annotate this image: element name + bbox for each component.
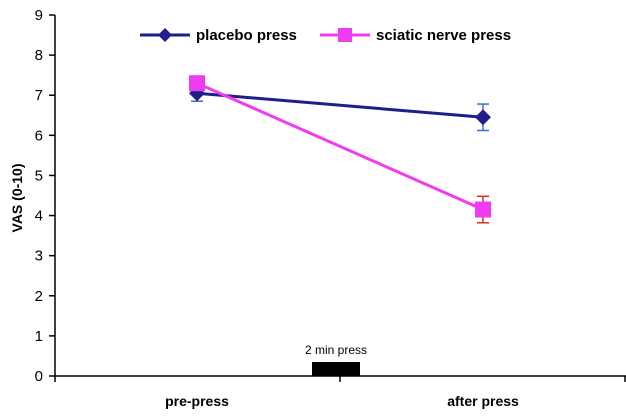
y-tick-label: 8	[35, 47, 43, 64]
x-category-label: pre-press	[165, 393, 229, 409]
series-line	[196, 91, 484, 119]
press-duration-bar	[312, 362, 360, 376]
annotation: 2 min press	[305, 343, 367, 376]
y-tick-label: 0	[35, 368, 43, 385]
y-tick-label: 2	[35, 288, 43, 305]
series-1	[189, 75, 491, 224]
y-tick-label: 6	[35, 127, 43, 144]
series-group	[189, 75, 491, 224]
legend-label: sciatic nerve press	[376, 27, 511, 44]
y-tick-label: 4	[35, 208, 43, 225]
y-tick-label: 9	[35, 7, 43, 24]
y-axis-label: VAS (0-10)	[9, 164, 25, 233]
legend-label: placebo press	[196, 27, 297, 44]
legend-marker-diamond	[158, 28, 172, 42]
y-tick-label: 7	[35, 87, 43, 104]
legend-marker-square	[338, 28, 352, 42]
press-duration-label: 2 min press	[305, 343, 367, 357]
y-tick-label: 5	[35, 167, 43, 184]
series-line	[196, 81, 484, 211]
series-0	[189, 84, 491, 132]
data-point-square	[189, 75, 205, 92]
y-tick-label: 1	[35, 328, 43, 345]
y-ticks: 0 1 2 3 4 5 6 7 8 9	[35, 7, 56, 385]
y-tick-label: 3	[35, 248, 43, 265]
legend-item-0: placebo press	[140, 27, 297, 44]
data-point-square	[475, 201, 491, 218]
x-category-label: after press	[447, 393, 519, 409]
legend-item-1: sciatic nerve press	[320, 27, 511, 44]
legend: placebo press sciatic nerve press	[140, 27, 511, 44]
data-point-diamond	[475, 109, 491, 126]
x-axis: pre-press after press	[54, 375, 626, 409]
